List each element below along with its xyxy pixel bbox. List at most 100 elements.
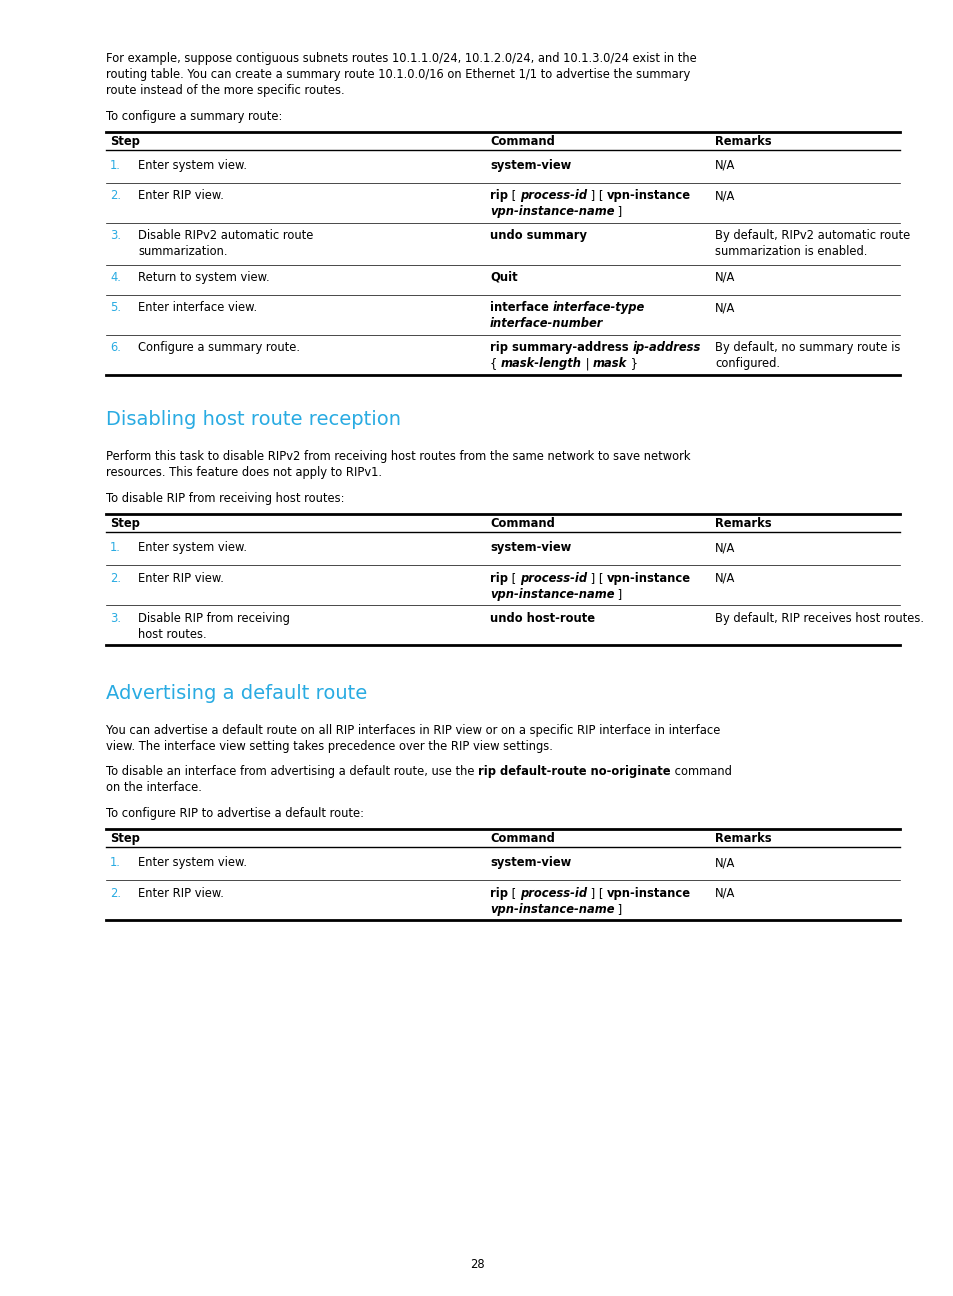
Text: Command: Command (490, 832, 555, 845)
Text: To disable an interface from advertising a default route, use the: To disable an interface from advertising… (106, 765, 477, 778)
Text: Enter RIP view.: Enter RIP view. (138, 572, 224, 584)
Text: process-id: process-id (519, 572, 586, 584)
Text: resources. This feature does not apply to RIPv1.: resources. This feature does not apply t… (106, 467, 381, 480)
Text: To configure a summary route:: To configure a summary route: (106, 110, 282, 123)
Text: view. The interface view setting takes precedence over the RIP view settings.: view. The interface view setting takes p… (106, 740, 553, 753)
Text: rip summary-address: rip summary-address (490, 341, 628, 354)
Text: 2.: 2. (110, 886, 121, 899)
Text: Enter RIP view.: Enter RIP view. (138, 886, 224, 899)
Text: 5.: 5. (110, 302, 121, 315)
Text: 1.: 1. (110, 857, 121, 870)
Text: N/A: N/A (714, 886, 735, 899)
Text: system-view: system-view (490, 857, 571, 870)
Text: Remarks: Remarks (714, 517, 771, 530)
Text: rip: rip (490, 886, 507, 899)
Text: Remarks: Remarks (714, 832, 771, 845)
Text: 1.: 1. (110, 542, 121, 555)
Text: vpn-instance-name: vpn-instance-name (490, 902, 614, 915)
Text: vpn-instance-name: vpn-instance-name (490, 205, 614, 219)
Text: ] [: ] [ (586, 189, 606, 202)
Text: N/A: N/A (714, 572, 735, 584)
Text: host routes.: host routes. (138, 627, 207, 640)
Text: Remarks: Remarks (714, 135, 771, 148)
Text: Command: Command (490, 517, 555, 530)
Text: interface-type: interface-type (552, 302, 644, 315)
Text: 1.: 1. (110, 159, 121, 172)
Text: process-id: process-id (519, 189, 586, 202)
Text: Step: Step (110, 517, 140, 530)
Text: N/A: N/A (714, 302, 735, 315)
Text: Quit: Quit (490, 271, 517, 284)
Text: 4.: 4. (110, 271, 121, 284)
Text: [: [ (507, 886, 519, 899)
Text: }: } (627, 358, 638, 371)
Text: Enter system view.: Enter system view. (138, 542, 247, 555)
Text: {: { (490, 358, 500, 371)
Text: ]: ] (614, 205, 622, 219)
Text: Step: Step (110, 832, 140, 845)
Text: vpn-instance: vpn-instance (606, 886, 690, 899)
Text: undo summary: undo summary (490, 229, 586, 242)
Text: Step: Step (110, 135, 140, 148)
Text: |: | (581, 358, 593, 371)
Text: Disabling host route reception: Disabling host route reception (106, 411, 400, 429)
Text: rip: rip (490, 189, 507, 202)
Text: 28: 28 (469, 1258, 484, 1271)
Text: By default, no summary route is: By default, no summary route is (714, 341, 900, 354)
Text: To configure RIP to advertise a default route:: To configure RIP to advertise a default … (106, 807, 364, 820)
Text: 2.: 2. (110, 189, 121, 202)
Text: To disable RIP from receiving host routes:: To disable RIP from receiving host route… (106, 491, 344, 505)
Text: route instead of the more specific routes.: route instead of the more specific route… (106, 84, 344, 97)
Text: Disable RIP from receiving: Disable RIP from receiving (138, 612, 290, 625)
Text: 3.: 3. (110, 612, 121, 625)
Text: Enter RIP view.: Enter RIP view. (138, 189, 224, 202)
Text: N/A: N/A (714, 189, 735, 202)
Text: system-view: system-view (490, 542, 571, 555)
Text: ]: ] (614, 902, 622, 915)
Text: Return to system view.: Return to system view. (138, 271, 270, 284)
Text: By default, RIPv2 automatic route: By default, RIPv2 automatic route (714, 229, 909, 242)
Text: configured.: configured. (714, 358, 780, 371)
Text: summarization is enabled.: summarization is enabled. (714, 245, 866, 258)
Text: command: command (670, 765, 731, 778)
Text: interface-number: interface-number (490, 318, 602, 330)
Text: Configure a summary route.: Configure a summary route. (138, 341, 299, 354)
Text: vpn-instance-name: vpn-instance-name (490, 587, 614, 600)
Text: mask-length: mask-length (500, 358, 581, 371)
Text: N/A: N/A (714, 271, 735, 284)
Text: undo host-route: undo host-route (490, 612, 595, 625)
Text: Enter system view.: Enter system view. (138, 159, 247, 172)
Text: summarization.: summarization. (138, 245, 227, 258)
Text: ] [: ] [ (586, 572, 606, 584)
Text: Disable RIPv2 automatic route: Disable RIPv2 automatic route (138, 229, 313, 242)
Text: on the interface.: on the interface. (106, 781, 202, 794)
Text: 6.: 6. (110, 341, 121, 354)
Text: 2.: 2. (110, 572, 121, 584)
Text: [: [ (507, 189, 519, 202)
Text: Enter system view.: Enter system view. (138, 857, 247, 870)
Text: vpn-instance: vpn-instance (606, 572, 690, 584)
Text: N/A: N/A (714, 857, 735, 870)
Text: [: [ (507, 572, 519, 584)
Text: You can advertise a default route on all RIP interfaces in RIP view or on a spec: You can advertise a default route on all… (106, 723, 720, 736)
Text: system-view: system-view (490, 159, 571, 172)
Text: Command: Command (490, 135, 555, 148)
Text: By default, RIP receives host routes.: By default, RIP receives host routes. (714, 612, 923, 625)
Text: routing table. You can create a summary route 10.1.0.0/16 on Ethernet 1/1 to adv: routing table. You can create a summary … (106, 67, 690, 80)
Text: N/A: N/A (714, 542, 735, 555)
Text: Enter interface view.: Enter interface view. (138, 302, 257, 315)
Text: vpn-instance: vpn-instance (606, 189, 690, 202)
Text: process-id: process-id (519, 886, 586, 899)
Text: 3.: 3. (110, 229, 121, 242)
Text: N/A: N/A (714, 159, 735, 172)
Text: interface: interface (490, 302, 548, 315)
Text: rip default-route no-originate: rip default-route no-originate (477, 765, 670, 778)
Text: ip-address: ip-address (632, 341, 700, 354)
Text: ]: ] (614, 587, 622, 600)
Text: ] [: ] [ (586, 886, 606, 899)
Text: Advertising a default route: Advertising a default route (106, 683, 367, 702)
Text: rip: rip (490, 572, 507, 584)
Text: Perform this task to disable RIPv2 from receiving host routes from the same netw: Perform this task to disable RIPv2 from … (106, 450, 690, 463)
Text: mask: mask (593, 358, 627, 371)
Text: For example, suppose contiguous subnets routes 10.1.1.0/24, 10.1.2.0/24, and 10.: For example, suppose contiguous subnets … (106, 52, 696, 65)
